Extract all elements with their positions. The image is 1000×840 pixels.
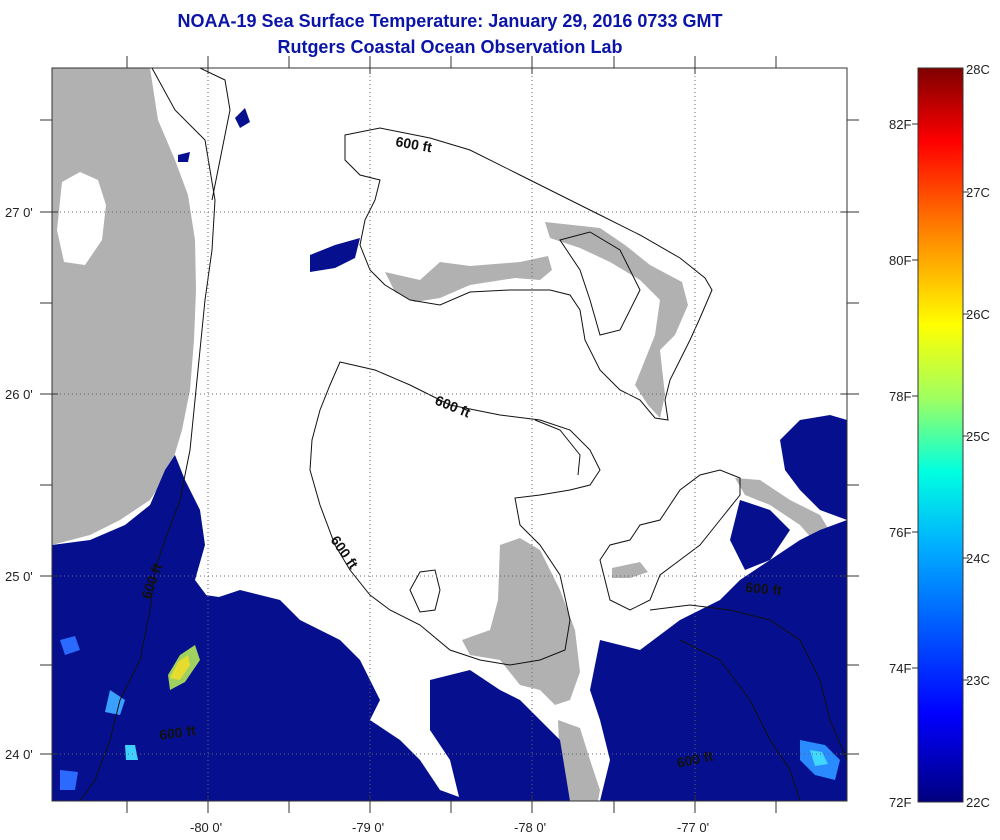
map-title: NOAA-19 Sea Surface Temperature: January… bbox=[177, 11, 723, 31]
lon-label: -78 0' bbox=[514, 820, 546, 835]
colorbar-celsius-label: 24C bbox=[966, 551, 990, 566]
lon-label: -80 0' bbox=[190, 820, 222, 835]
contour-label-600ft: 600 ft bbox=[745, 579, 783, 598]
eleuthera-island bbox=[735, 478, 835, 620]
lat-label: 27 0' bbox=[5, 205, 33, 220]
sst-data-layer bbox=[52, 108, 847, 801]
lake-okeechobee bbox=[57, 172, 106, 265]
sst-warm-pixels bbox=[60, 636, 840, 790]
colorbar-fahrenheit-label: 76F bbox=[889, 525, 911, 540]
map-plot-area: 600 ft 600 ft 600 ft 600 ft 600 ft 600 f… bbox=[52, 68, 847, 801]
depth-contour-600ft bbox=[79, 68, 847, 801]
map-subtitle: Rutgers Coastal Ocean Observation Lab bbox=[277, 37, 623, 57]
colorbar-celsius-label: 25C bbox=[966, 429, 990, 444]
south-andros-island bbox=[558, 720, 600, 801]
colorbar-celsius-label: 27C bbox=[966, 185, 990, 200]
abaco-island bbox=[545, 222, 688, 418]
andros-island bbox=[462, 538, 580, 705]
plot-frame bbox=[51, 67, 848, 802]
lon-label: -79 0' bbox=[352, 820, 384, 835]
grand-bahama-island bbox=[385, 256, 552, 302]
colorbar-fahrenheit-label: 82F bbox=[889, 117, 911, 132]
colorbar-celsius-label: 23C bbox=[966, 673, 990, 688]
contour-label-600ft: 600 ft bbox=[158, 722, 197, 743]
colorbar-celsius-label: 26C bbox=[966, 307, 990, 322]
lat-label: 24 0' bbox=[5, 747, 33, 762]
lat-label: 25 0' bbox=[5, 569, 33, 584]
colorbar-celsius-label: 22C bbox=[966, 795, 990, 810]
colorbar-fahrenheit-label: 72F bbox=[889, 795, 911, 810]
colorbar-celsius-label: 28C bbox=[966, 62, 990, 77]
colorbar-fahrenheit-label: 74F bbox=[889, 661, 911, 676]
colorbar-fahrenheit-label: 78F bbox=[889, 389, 911, 404]
contour-label-600ft: 600 ft bbox=[675, 748, 714, 771]
axis-ticks bbox=[40, 56, 859, 813]
contour-label-600ft: 600 ft bbox=[394, 133, 433, 155]
new-providence-island bbox=[612, 562, 648, 578]
lon-label: -77 0' bbox=[677, 820, 709, 835]
graticule bbox=[52, 68, 847, 801]
colorbar-fahrenheit-label: 80F bbox=[889, 253, 911, 268]
colorbar-ticks bbox=[912, 123, 969, 681]
lat-label: 26 0' bbox=[5, 387, 33, 402]
colorbar bbox=[917, 67, 964, 803]
